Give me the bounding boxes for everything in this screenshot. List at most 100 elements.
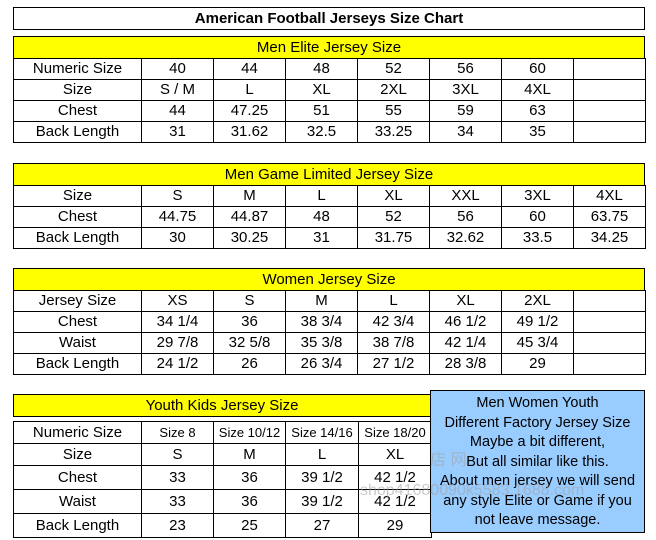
table-row: Back Length 24 1/2 26 26 3/4 27 1/2 28 3/8 29 [13, 353, 646, 375]
size-value-cell: 26 [213, 353, 286, 375]
size-value-cell: 48 [285, 58, 358, 80]
size-value-cell: 63.75 [573, 206, 646, 228]
size-value-cell: 44 [141, 100, 214, 122]
size-value-cell: 31 [141, 121, 214, 143]
size-value-cell: 32.5 [285, 121, 358, 143]
size-value-cell: 4XL [573, 185, 646, 207]
row-label-cell: Back Length [13, 353, 142, 375]
size-value-cell: 3XL [501, 185, 574, 207]
size-value-cell: 33.25 [357, 121, 430, 143]
size-value-cell: 55 [357, 100, 430, 122]
size-value-cell: L [357, 290, 430, 312]
row-label-cell: Size [13, 443, 142, 466]
size-value-cell: 36 [213, 489, 286, 514]
size-value-cell: 32.62 [429, 227, 502, 249]
size-value-cell: 29 [358, 513, 432, 538]
size-value-cell: 52 [357, 206, 430, 228]
size-value-cell [573, 290, 646, 312]
size-value-cell: 29 [501, 353, 574, 375]
size-value-cell: 34 [429, 121, 502, 143]
row-label-cell: Back Length [13, 121, 142, 143]
size-value-cell: 23 [141, 513, 214, 538]
size-value-cell: L [213, 79, 286, 101]
size-value-cell: S / M [141, 79, 214, 101]
size-value-cell: 35 [501, 121, 574, 143]
size-value-cell: Size 8 [141, 421, 214, 444]
size-value-cell: 36 [213, 311, 286, 333]
size-value-cell: 27 1/2 [357, 353, 430, 375]
size-value-cell: M [213, 443, 286, 466]
youth-size-table: Numeric Size Size 8 Size 10/12 Size 14/16 Si… [13, 421, 432, 538]
table-row: Size S M L XL [13, 443, 432, 466]
note-line: About men jersey we will send [439, 473, 636, 489]
size-value-cell: 31.62 [213, 121, 286, 143]
size-value-cell: 44 [213, 58, 286, 80]
elite-section-header: Men Elite Jersey Size [13, 36, 645, 59]
size-value-cell [573, 311, 646, 333]
table-row: Jersey Size XS S M L XL 2XL [13, 290, 646, 312]
size-value-cell: L [285, 443, 359, 466]
size-value-cell: 45 3/4 [501, 332, 574, 354]
size-value-cell: 38 7/8 [357, 332, 430, 354]
size-value-cell: 36 [213, 465, 286, 490]
size-value-cell [573, 100, 646, 122]
table-row: Chest 44 47.25 51 55 59 63 [13, 100, 646, 122]
row-label-cell: Waist [13, 332, 142, 354]
chart-title: American Football Jerseys Size Chart [13, 7, 645, 30]
note-line: any style Elite or Game if you [443, 492, 632, 509]
size-value-cell: 33 [141, 489, 214, 514]
size-value-cell: 49 1/2 [501, 311, 574, 333]
size-value-cell: Size 10/12 [213, 421, 286, 444]
size-value-cell: Size 18/20 [358, 421, 432, 444]
note-line: not leave message. [474, 512, 601, 528]
size-value-cell: 39 1/2 [285, 489, 359, 514]
note-line: Different Factory Jersey Size [444, 414, 631, 431]
note-line: Maybe a bit different, [469, 434, 606, 450]
size-value-cell: 42 1/2 [358, 489, 432, 514]
size-value-cell [573, 79, 646, 101]
size-value-cell [573, 58, 646, 80]
size-value-cell: S [213, 290, 286, 312]
size-value-cell: 4XL [501, 79, 574, 101]
size-value-cell: Size 14/16 [285, 421, 359, 444]
row-label-cell: Chest [13, 206, 142, 228]
size-value-cell: 34 1/4 [141, 311, 214, 333]
size-value-cell: L [285, 185, 358, 207]
size-value-cell [573, 353, 646, 375]
size-value-cell: 39 1/2 [285, 465, 359, 490]
table-row: Numeric Size 40 44 48 52 56 60 [13, 58, 646, 80]
size-value-cell: XS [141, 290, 214, 312]
size-value-cell: 30.25 [213, 227, 286, 249]
size-value-cell: 2XL [357, 79, 430, 101]
table-row: Numeric Size Size 8 Size 10/12 Size 14/16 Si… [13, 421, 432, 444]
table-row: Waist 33 36 39 1/2 42 1/2 [13, 489, 432, 514]
table-row: Back Length 31 31.62 32.5 33.25 34 35 [13, 121, 646, 143]
table-row: Size S / M L XL 2XL 3XL 4XL [13, 79, 646, 101]
row-label-cell: Numeric Size [13, 58, 142, 80]
size-value-cell: 60 [501, 206, 574, 228]
game-size-table: Size S M L XL XXL 3XL 4XL Chest 44.75 44.87 48 52 56 6… [13, 185, 646, 249]
size-value-cell: 31 [285, 227, 358, 249]
size-value-cell: 51 [285, 100, 358, 122]
table-row: Chest 34 1/4 36 38 3/4 42 3/4 46 1/2 49 1/2 [13, 311, 646, 333]
size-value-cell: 47.25 [213, 100, 286, 122]
table-row: Back Length 30 30.25 31 31.75 32.62 33.5 34.25 [13, 227, 646, 249]
size-value-cell: 48 [285, 206, 358, 228]
row-label-cell: Chest [13, 100, 142, 122]
size-value-cell: 42 3/4 [357, 311, 430, 333]
size-value-cell: 42 1/4 [429, 332, 502, 354]
size-value-cell: 46 1/2 [429, 311, 502, 333]
size-note-box: Men Women Youth Different Factory Jersey… [430, 390, 645, 533]
size-value-cell: S [141, 185, 214, 207]
size-value-cell: 29 7/8 [141, 332, 214, 354]
table-row: Chest 33 36 39 1/2 42 1/2 [13, 465, 432, 490]
table-row: Size S M L XL XXL 3XL 4XL [13, 185, 646, 207]
size-value-cell: XL [429, 290, 502, 312]
size-value-cell: M [285, 290, 358, 312]
size-value-cell: 35 3/8 [285, 332, 358, 354]
size-value-cell: M [213, 185, 286, 207]
table-row: Chest 44.75 44.87 48 52 56 60 63.75 [13, 206, 646, 228]
size-value-cell: 52 [357, 58, 430, 80]
size-value-cell: 44.87 [213, 206, 286, 228]
size-value-cell: 33 [141, 465, 214, 490]
